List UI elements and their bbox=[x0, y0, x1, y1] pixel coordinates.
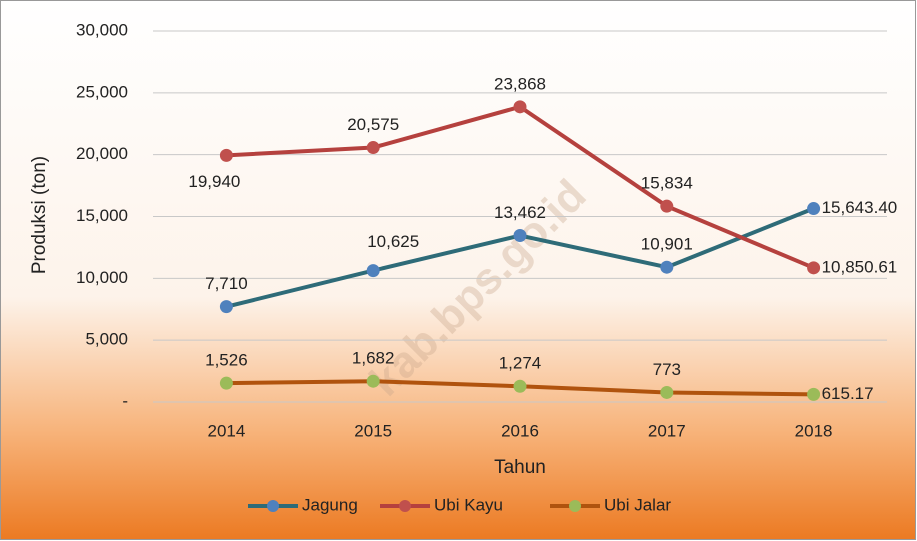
legend-marker bbox=[399, 500, 411, 512]
x-tick-label: 2015 bbox=[354, 421, 392, 440]
data-label: 1,682 bbox=[352, 349, 395, 368]
data-point bbox=[807, 387, 821, 401]
data-label: 773 bbox=[653, 360, 681, 379]
y-tick-label: - bbox=[122, 391, 128, 410]
data-label: 615.17 bbox=[822, 384, 874, 403]
data-point bbox=[513, 229, 527, 243]
data-label: 15,643.40 bbox=[822, 198, 898, 217]
data-label: 19,940 bbox=[188, 172, 240, 191]
x-tick-label: 2016 bbox=[501, 421, 539, 440]
y-tick-label: 10,000 bbox=[76, 268, 128, 287]
data-label: 10,901 bbox=[641, 235, 693, 254]
data-point bbox=[366, 264, 380, 278]
legend-label: Ubi Jalar bbox=[604, 495, 671, 514]
data-point bbox=[660, 385, 674, 399]
data-point bbox=[660, 260, 674, 274]
data-label: 15,834 bbox=[641, 174, 693, 193]
data-label: 1,274 bbox=[499, 354, 542, 373]
legend-label: Ubi Kayu bbox=[434, 495, 503, 514]
data-label: 23,868 bbox=[494, 74, 546, 93]
data-label: 10,850.61 bbox=[822, 257, 898, 276]
y-tick-label: 20,000 bbox=[76, 144, 128, 163]
x-tick-label: 2018 bbox=[795, 421, 833, 440]
x-tick-label: 2014 bbox=[207, 421, 245, 440]
x-axis-title: Tahun bbox=[494, 457, 546, 478]
y-tick-label: 25,000 bbox=[76, 82, 128, 101]
data-point bbox=[807, 261, 821, 275]
data-point bbox=[219, 148, 233, 162]
legend-marker bbox=[267, 500, 279, 512]
data-label: 7,710 bbox=[205, 274, 248, 293]
data-point bbox=[513, 100, 527, 114]
data-label: 13,462 bbox=[494, 203, 546, 222]
data-point bbox=[366, 374, 380, 388]
data-point bbox=[513, 379, 527, 393]
x-tick-label: 2017 bbox=[648, 421, 686, 440]
data-point bbox=[219, 376, 233, 390]
y-tick-label: 15,000 bbox=[76, 206, 128, 225]
data-point bbox=[366, 141, 380, 155]
data-point bbox=[219, 300, 233, 314]
data-label: 20,575 bbox=[347, 115, 399, 134]
y-tick-label: 5,000 bbox=[85, 330, 128, 349]
data-label: 10,625 bbox=[367, 232, 419, 251]
data-point bbox=[807, 202, 821, 216]
legend-marker bbox=[569, 500, 581, 512]
data-label: 1,526 bbox=[205, 351, 248, 370]
y-axis-title: Produksi (ton) bbox=[29, 156, 50, 274]
legend-label: Jagung bbox=[302, 495, 358, 514]
data-point bbox=[660, 199, 674, 213]
y-tick-label: 30,000 bbox=[76, 20, 128, 39]
